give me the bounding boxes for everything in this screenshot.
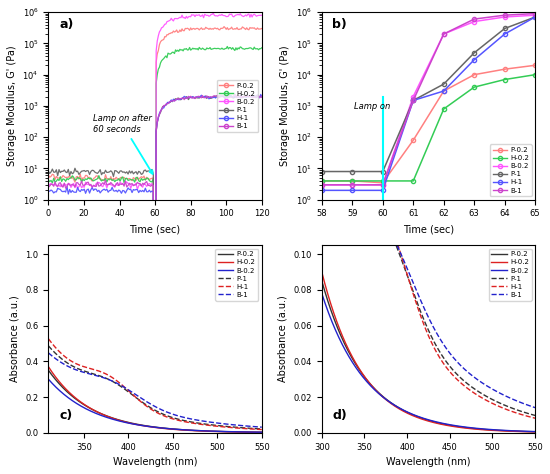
- Text: a): a): [59, 18, 74, 31]
- Y-axis label: Absorbance (a.u.): Absorbance (a.u.): [10, 296, 20, 383]
- Text: d): d): [332, 409, 347, 421]
- X-axis label: Wavelength (nm): Wavelength (nm): [386, 457, 471, 467]
- Legend: P-0.2, H-0.2, B-0.2, P-1, H-1, B-1: P-0.2, H-0.2, B-0.2, P-1, H-1, B-1: [490, 144, 532, 196]
- Text: b): b): [332, 18, 347, 31]
- Text: c): c): [59, 409, 72, 421]
- Text: Lamp on: Lamp on: [354, 102, 390, 111]
- X-axis label: Time (sec): Time (sec): [403, 224, 454, 234]
- Y-axis label: Absorbance (a.u.): Absorbance (a.u.): [278, 296, 288, 383]
- Legend: P-0.2, H-0.2, B-0.2, P-1, H-1, B-1: P-0.2, H-0.2, B-0.2, P-1, H-1, B-1: [217, 80, 258, 132]
- Y-axis label: Storage Modulus, G' (Pa): Storage Modulus, G' (Pa): [280, 46, 290, 166]
- Legend: P-0.2, H-0.2, B-0.2, P-1, H-1, B-1: P-0.2, H-0.2, B-0.2, P-1, H-1, B-1: [215, 249, 258, 301]
- Y-axis label: Storage Modulus, G' (Pa): Storage Modulus, G' (Pa): [7, 46, 17, 166]
- Text: Lamp on after
60 seconds: Lamp on after 60 seconds: [93, 114, 152, 174]
- X-axis label: Wavelength (nm): Wavelength (nm): [113, 457, 197, 467]
- Legend: P-0.2, H-0.2, B-0.2, P-1, H-1, B-1: P-0.2, H-0.2, B-0.2, P-1, H-1, B-1: [488, 249, 532, 301]
- X-axis label: Time (sec): Time (sec): [130, 224, 180, 234]
